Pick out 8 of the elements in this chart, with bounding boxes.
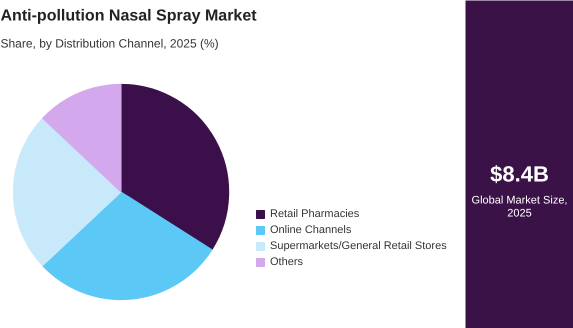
chart-subtitle: Share, by Distribution Channel, 2025 (%): [0, 36, 219, 50]
legend-label: Retail Pharmacies: [270, 208, 360, 220]
chart-title: Anti-pollution Nasal Spray Market: [0, 8, 258, 24]
text: $8.4B: [490, 162, 549, 187]
legend-label: Others: [270, 256, 304, 268]
text: Global Market Size, 2025: [472, 194, 568, 220]
legend-label: Online Channels: [270, 224, 352, 236]
legend-label: Supermarkets/General Retail Stores: [270, 240, 447, 252]
